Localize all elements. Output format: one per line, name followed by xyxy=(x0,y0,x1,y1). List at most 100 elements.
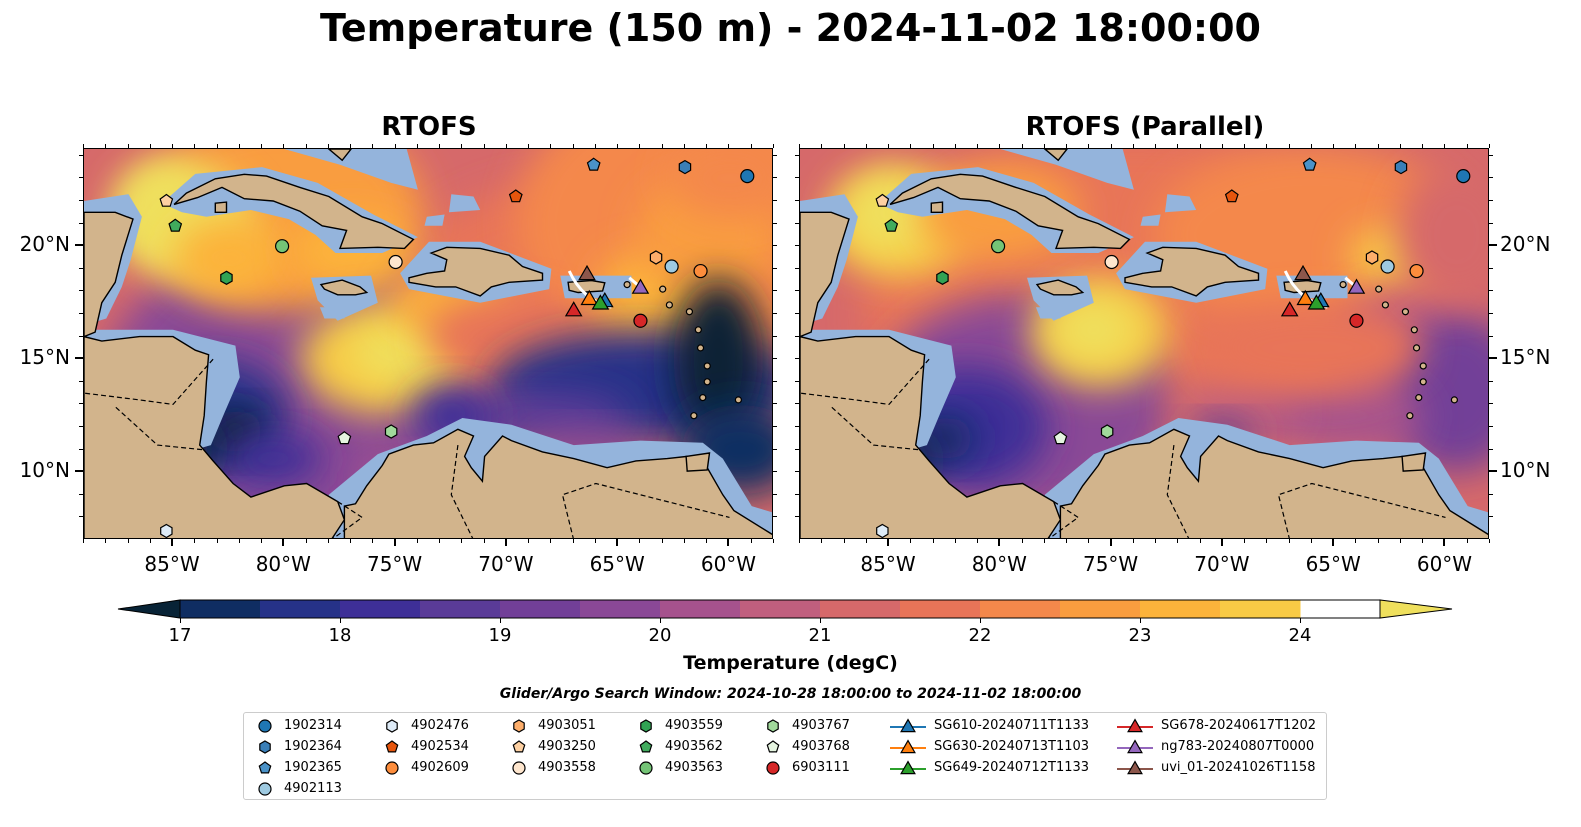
legend-label: 4903559 xyxy=(665,718,723,733)
colorbar-tick-label: 17 xyxy=(168,625,192,646)
lon-minor-tick-top xyxy=(550,144,552,148)
colorbar-segment xyxy=(980,600,1061,618)
lon-minor-tick-top xyxy=(461,144,463,148)
legend-marker-circle xyxy=(258,719,272,733)
lon-minor-tick-top xyxy=(505,144,507,148)
argo-float-4902609 xyxy=(693,263,708,279)
lon-minor-tick xyxy=(843,539,845,543)
legend-marker-pentagon xyxy=(258,761,272,774)
lat-minor-tick-right xyxy=(773,154,777,156)
argo-float-4903250 xyxy=(875,193,890,207)
legend-marker-triangle xyxy=(890,718,926,733)
lat-minor-tick xyxy=(795,177,799,179)
border-line-2 xyxy=(332,501,364,538)
argo-float-1902314 xyxy=(1456,169,1471,184)
lat-minor-tick xyxy=(795,425,799,427)
lat-minor-tick-right xyxy=(773,335,777,337)
colorbar-segment xyxy=(820,600,901,618)
lat-minor-tick-right xyxy=(773,471,777,473)
lat-minor-tick xyxy=(795,222,799,224)
panel-title-rtofs: RTOFS xyxy=(381,112,477,142)
lon-minor-tick xyxy=(372,539,374,543)
lon-minor-tick-top xyxy=(1199,144,1201,148)
lon-minor-tick xyxy=(977,539,979,543)
lat-minor-tick-right xyxy=(773,177,777,179)
lon-minor-tick xyxy=(1377,539,1379,543)
lat-minor-tick xyxy=(795,335,799,337)
lon-minor-tick xyxy=(728,539,730,543)
argo-float-4903051 xyxy=(1365,250,1379,265)
lon-minor-tick xyxy=(194,539,196,543)
legend-symbol-SG610-20240711T1133 xyxy=(900,718,916,733)
temperature-field-9 xyxy=(1051,297,1136,362)
argo-float-1902364 xyxy=(1394,159,1408,175)
lon-tick-label: 85°W xyxy=(144,552,200,576)
lon-minor-tick xyxy=(83,539,84,543)
land-puertoRico xyxy=(567,279,606,294)
lon-tick-label: 70°W xyxy=(478,552,534,576)
legend-symbol-4902476 xyxy=(386,719,398,733)
land-jamaica xyxy=(319,279,369,296)
temperature-field-9 xyxy=(350,322,441,383)
temperature-field-13 xyxy=(1244,380,1425,451)
lat-minor-tick xyxy=(795,312,799,314)
glider-SG649-20240712T1133 xyxy=(591,294,610,310)
lat-minor-tick-right xyxy=(773,493,777,495)
legend-symbol-4903768 xyxy=(766,740,780,753)
lat-tick-label-right: 15°N xyxy=(1500,345,1551,370)
lat-minor-tick-right xyxy=(773,312,777,314)
lon-minor-tick xyxy=(1444,539,1446,543)
argo-float-4903768 xyxy=(337,431,352,445)
lon-tick-label: 70°W xyxy=(1194,552,1250,576)
lon-minor-tick-top xyxy=(1489,144,1490,148)
border-line-3 xyxy=(1166,445,1190,538)
lon-minor-tick xyxy=(394,539,396,543)
lat-minor-tick-right xyxy=(773,290,777,292)
argo-float-6903111 xyxy=(1349,313,1364,328)
argo-float-4902113 xyxy=(1380,259,1395,274)
lat-minor-tick xyxy=(79,403,83,405)
lon-minor-tick-top xyxy=(194,144,196,148)
island-4 xyxy=(1419,378,1427,386)
bahamas-bank xyxy=(1000,149,1134,190)
lon-minor-tick-top xyxy=(1221,144,1223,148)
legend-label: 4902113 xyxy=(284,781,342,796)
lon-tick-label: 60°W xyxy=(1416,552,1473,576)
border-line-1 xyxy=(830,406,919,451)
lat-tick-label-left: 20°N xyxy=(19,232,70,257)
colorbar-extend-low xyxy=(117,599,181,619)
lat-tick-mark xyxy=(1489,357,1497,360)
lon-minor-tick xyxy=(238,539,240,543)
map-panel-rtofs xyxy=(83,148,773,539)
colorbar-segment xyxy=(580,600,661,618)
lon-tick-label: 85°W xyxy=(860,552,916,576)
legend-symbol-4902113 xyxy=(258,782,272,796)
colorbar-tick-mark xyxy=(820,618,821,623)
glider-SG630-20240713T1103 xyxy=(580,289,599,306)
legend-label: 1902365 xyxy=(284,760,342,775)
lat-minor-tick xyxy=(79,267,83,269)
lon-minor-tick-top xyxy=(1444,144,1446,148)
lon-minor-tick xyxy=(439,539,441,543)
lon-minor-tick xyxy=(865,539,867,543)
lon-minor-tick-top xyxy=(1355,144,1357,148)
lon-minor-tick-top xyxy=(1333,144,1335,148)
lat-minor-tick xyxy=(795,380,799,382)
legend-marker-circle xyxy=(258,782,272,796)
land-cuba xyxy=(173,173,415,250)
lat-minor-tick xyxy=(79,177,83,179)
legend-symbol-4902609 xyxy=(385,761,399,775)
lon-minor-tick-top xyxy=(954,144,956,148)
lon-minor-tick-top xyxy=(149,144,151,148)
lon-minor-tick-top xyxy=(572,144,574,148)
legend-label: 4903562 xyxy=(665,739,723,754)
lat-minor-tick-right xyxy=(1489,493,1493,495)
lon-minor-tick-top xyxy=(1244,144,1246,148)
colorbar-segment xyxy=(1220,600,1301,618)
legend-label: SG610-20240711T1133 xyxy=(934,718,1090,733)
legend-marker-triangle xyxy=(890,760,926,775)
lat-minor-tick xyxy=(795,358,799,360)
lat-tick-label-left: 15°N xyxy=(19,345,70,370)
lon-minor-tick xyxy=(528,539,530,543)
lon-minor-tick xyxy=(283,539,285,543)
